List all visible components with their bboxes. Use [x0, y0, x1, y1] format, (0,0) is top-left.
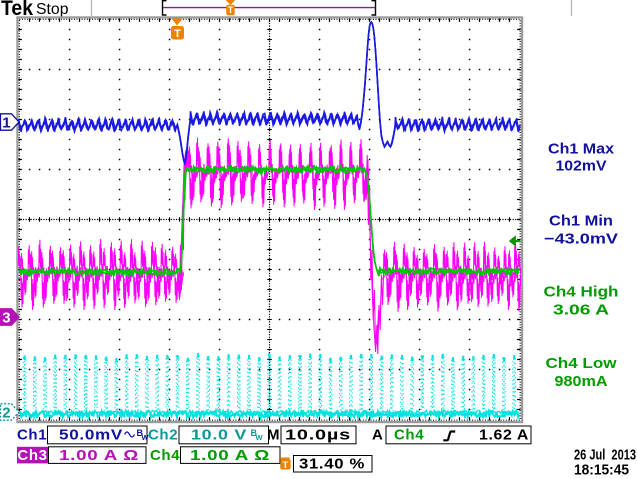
svg-text:Ch4: Ch4	[394, 427, 424, 444]
svg-text:980mA: 980mA	[555, 373, 608, 390]
svg-text:3: 3	[2, 309, 10, 326]
svg-text:W: W	[142, 433, 150, 442]
svg-text:T: T	[228, 5, 234, 15]
svg-text:1.00 A Ω: 1.00 A Ω	[190, 447, 270, 464]
svg-text:10.0 V: 10.0 V	[191, 427, 247, 444]
svg-text:Ch1 Min: Ch1 Min	[549, 213, 613, 230]
svg-text:B: B	[137, 428, 144, 438]
svg-text:10.0µs: 10.0µs	[285, 427, 351, 444]
svg-text:3.06 A: 3.06 A	[553, 302, 609, 319]
svg-text:Ch2: Ch2	[148, 427, 178, 444]
svg-text:W: W	[256, 433, 264, 442]
svg-text:−43.0mV: −43.0mV	[544, 231, 618, 248]
svg-text:1.00 A Ω: 1.00 A Ω	[59, 447, 139, 464]
svg-text:50.0mV: 50.0mV	[59, 427, 123, 444]
svg-text:Ch4: Ch4	[150, 447, 180, 464]
svg-text:T: T	[174, 28, 181, 40]
svg-text:Stop: Stop	[36, 1, 69, 18]
svg-text:A: A	[372, 427, 383, 444]
svg-text:18:15:45: 18:15:45	[574, 462, 629, 478]
svg-text:B: B	[251, 428, 258, 438]
svg-text:Tek: Tek	[1, 0, 33, 20]
svg-text:Ch4 High: Ch4 High	[544, 284, 619, 301]
svg-text:M: M	[267, 427, 280, 444]
svg-text:2: 2	[2, 404, 10, 421]
svg-text:Ch3: Ch3	[17, 447, 47, 464]
svg-text:1.62 A: 1.62 A	[479, 427, 529, 444]
svg-text:1: 1	[2, 114, 10, 131]
svg-text:Ch4 Low: Ch4 Low	[546, 355, 617, 372]
svg-text:102mV: 102mV	[556, 158, 607, 175]
svg-text:Ch1: Ch1	[17, 427, 47, 444]
svg-text:31.40 %: 31.40 %	[299, 455, 365, 472]
svg-text:T: T	[282, 460, 288, 471]
svg-text:Ch1 Max: Ch1 Max	[548, 141, 615, 158]
svg-text:26 Jul 2013: 26 Jul 2013	[574, 447, 636, 463]
